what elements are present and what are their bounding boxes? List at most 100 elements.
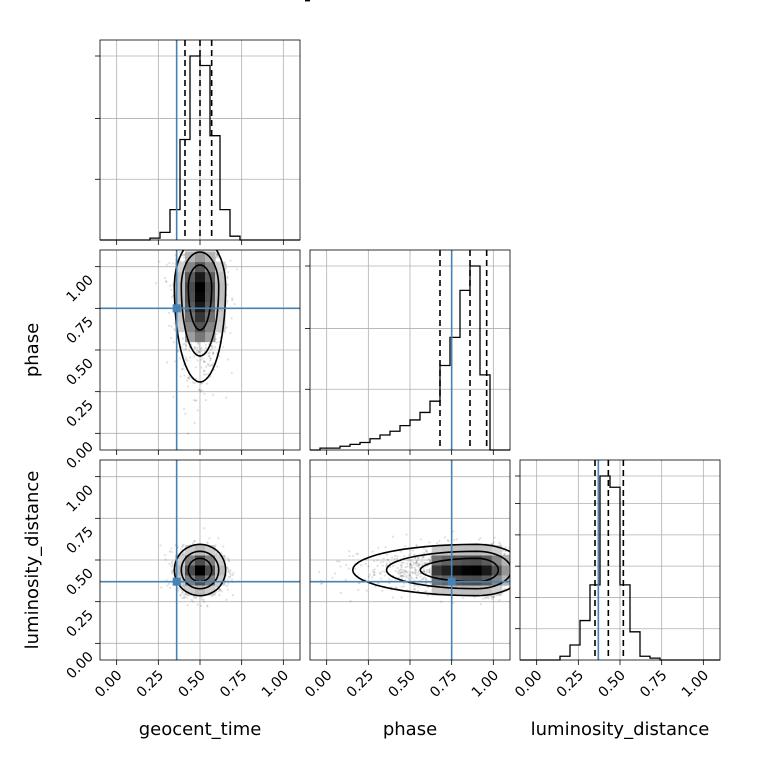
joint-geocent_time-vs-luminosity_distance-sample [179, 594, 182, 597]
joint-phase-vs-luminosity_distance-sample [339, 591, 342, 595]
joint-phase-vs-luminosity_distance-sample [355, 552, 358, 555]
joint-geocent_time-vs-phase-cell [185, 281, 196, 293]
joint-geocent_time-vs-phase-sample [193, 355, 196, 358]
joint-phase-vs-luminosity_distance-sample [512, 574, 514, 576]
joint-geocent_time-vs-luminosity_distance-sample [181, 590, 184, 593]
joint-phase-vs-luminosity_distance-sample [408, 574, 411, 577]
joint-phase-vs-luminosity_distance-sample [415, 576, 418, 579]
joint-geocent_time-vs-luminosity_distance-cell [205, 555, 216, 566]
joint-phase-vs-luminosity_distance-sample [410, 571, 414, 574]
joint-phase-vs-luminosity_distance-sample [393, 554, 397, 557]
joint-phase-vs-luminosity_distance-sample [388, 578, 391, 581]
joint-phase-vs-luminosity_distance-sample [413, 588, 416, 591]
joint-phase-vs-luminosity_distance-sample [453, 538, 456, 541]
joint-phase-vs-luminosity_distance-sample [422, 568, 426, 571]
joint-geocent_time-vs-phase-sample [198, 350, 201, 354]
joint-phase-vs-luminosity_distance-sample [421, 577, 424, 580]
joint-phase-vs-luminosity_distance-sample [512, 560, 514, 562]
joint-phase-vs-luminosity_distance-sample [503, 553, 506, 556]
joint-geocent_time-vs-luminosity_distance-sample [226, 588, 230, 591]
joint-phase-vs-luminosity_distance-sample [400, 596, 403, 599]
joint-geocent_time-vs-luminosity_distance-ytick-label-2: 0.50 [63, 566, 96, 599]
joint-phase-vs-luminosity_distance-sample [426, 569, 429, 572]
joint-phase-vs-luminosity_distance-sample [413, 566, 416, 569]
joint-geocent_time-vs-phase-sample [222, 345, 225, 348]
joint-phase-vs-luminosity_distance-sample [411, 566, 414, 569]
joint-phase-vs-luminosity_distance-sample [479, 536, 482, 540]
joint-phase-vs-luminosity_distance-sample [417, 589, 420, 592]
joint-geocent_time-vs-phase-sample [204, 365, 208, 368]
joint-phase-vs-luminosity_distance-sample [428, 541, 431, 544]
joint-geocent_time-vs-luminosity_distance-sample [170, 547, 173, 550]
joint-phase-vs-luminosity_distance-sample [532, 574, 534, 576]
marginal-luminosity_distance-xtick-label-4: 1.00 [679, 668, 712, 701]
joint-geocent_time-vs-luminosity_distance-sample [232, 572, 235, 575]
marginal-luminosity_distance-xtick-label-3: 0.75 [637, 668, 670, 701]
joint-geocent_time-vs-luminosity_distance-sample [218, 588, 221, 591]
joint-phase-vs-luminosity_distance-sample [415, 543, 418, 547]
joint-phase-vs-luminosity_distance-cell [491, 555, 503, 566]
joint-geocent_time-vs-phase-sample [208, 364, 212, 367]
joint-geocent_time-vs-luminosity_distance-cell [185, 575, 196, 586]
joint-phase-vs-luminosity_distance-sample [423, 570, 426, 573]
joint-geocent_time-vs-phase-sample [197, 351, 200, 354]
joint-phase-vs-luminosity_distance-sample [381, 564, 384, 567]
joint-phase-vs-luminosity_distance-sample [403, 573, 406, 576]
joint-geocent_time-vs-phase-sample [209, 357, 212, 360]
joint-phase-vs-luminosity_distance-sample [404, 566, 407, 569]
joint-phase-vs-luminosity_distance-sample [415, 562, 418, 565]
joint-phase-vs-luminosity_distance-sample [418, 563, 421, 566]
joint-phase-vs-luminosity_distance-sample [423, 576, 426, 579]
joint-phase-vs-luminosity_distance-cell [451, 585, 463, 596]
joint-phase-vs-luminosity_distance-sample [349, 600, 352, 603]
joint-geocent_time-vs-phase-sample [197, 349, 200, 353]
joint-phase-vs-luminosity_distance-sample [516, 584, 518, 586]
joint-geocent_time-vs-phase-sample [215, 252, 218, 255]
joint-phase-vs-luminosity_distance-sample [428, 571, 432, 574]
joint-geocent_time-vs-phase-cell [195, 321, 206, 333]
joint-geocent_time-vs-phase-sample [201, 382, 204, 385]
joint-geocent_time-vs-luminosity_distance-sample [227, 558, 230, 561]
joint-phase-vs-luminosity_distance-sample [405, 533, 408, 536]
joint-geocent_time-vs-phase-contour-2 [173, 250, 227, 383]
joint-phase-vs-luminosity_distance-sample [487, 597, 491, 600]
joint-geocent_time-vs-phase-sample [180, 237, 182, 239]
joint-phase-vs-luminosity_distance-sample [418, 563, 421, 566]
joint-geocent_time-vs-phase-sample [184, 342, 187, 345]
joint-phase-vs-luminosity_distance-sample [398, 572, 401, 576]
joint-phase-vs-luminosity_distance-sample [447, 540, 450, 543]
joint-phase-vs-luminosity_distance-sample [373, 573, 376, 577]
joint-phase-vs-luminosity_distance-sample [331, 576, 334, 579]
joint-geocent_time-vs-luminosity_distance-cell [205, 575, 216, 586]
joint-geocent_time-vs-phase-sample [192, 231, 194, 233]
joint-geocent_time-vs-luminosity_distance-sample [193, 539, 196, 543]
joint-phase-vs-luminosity_distance-sample [396, 555, 399, 558]
joint-phase-vs-luminosity_distance-sample [364, 562, 367, 566]
axis-labels-layer: geocent_time phase luminosity_distancephas… [22, 323, 709, 740]
joint-geocent_time-vs-phase-sample [183, 348, 186, 351]
joint-geocent_time-vs-luminosity_distance-cell [195, 585, 206, 596]
joint-phase-vs-luminosity_distance-sample [490, 595, 494, 599]
joint-geocent_time-vs-luminosity_distance-sample [228, 560, 231, 563]
joint-geocent_time-vs-luminosity_distance-contour-2 [173, 543, 227, 597]
joint-phase-vs-luminosity_distance-sample [415, 576, 418, 579]
joint-phase-vs-luminosity_distance-sample [527, 572, 529, 574]
joint-phase-vs-luminosity_distance-sample [413, 588, 416, 591]
joint-phase-vs-luminosity_distance-sample [403, 554, 406, 558]
joint-phase-vs-luminosity_distance-sample [408, 573, 411, 576]
joint-phase-vs-luminosity_distance-sample [477, 538, 481, 541]
joint-phase-vs-luminosity_distance-cell [471, 545, 483, 556]
joint-phase-vs-luminosity_distance-sample [385, 562, 388, 565]
joint-phase-vs-luminosity_distance-sample [429, 560, 432, 563]
joint-phase-vs-luminosity_distance-sample [393, 557, 396, 560]
joint-phase-vs-luminosity_distance-sample [394, 586, 397, 589]
joint-geocent_time-vs-phase-sample [204, 343, 207, 346]
joint-geocent_time-vs-luminosity_distance-sample [231, 573, 234, 577]
joint-phase-vs-luminosity_distance-cell [471, 555, 483, 566]
joint-geocent_time-vs-luminosity_distance-sample [179, 593, 182, 596]
joint-geocent_time-vs-luminosity_distance-sample [159, 544, 162, 547]
joint-geocent_time-vs-phase-sample [215, 341, 218, 344]
joint-phase-vs-luminosity_distance-sample [517, 572, 519, 574]
joint-phase-vs-luminosity_distance-sample [514, 561, 516, 563]
joint-geocent_time-vs-phase-cell [195, 291, 206, 303]
